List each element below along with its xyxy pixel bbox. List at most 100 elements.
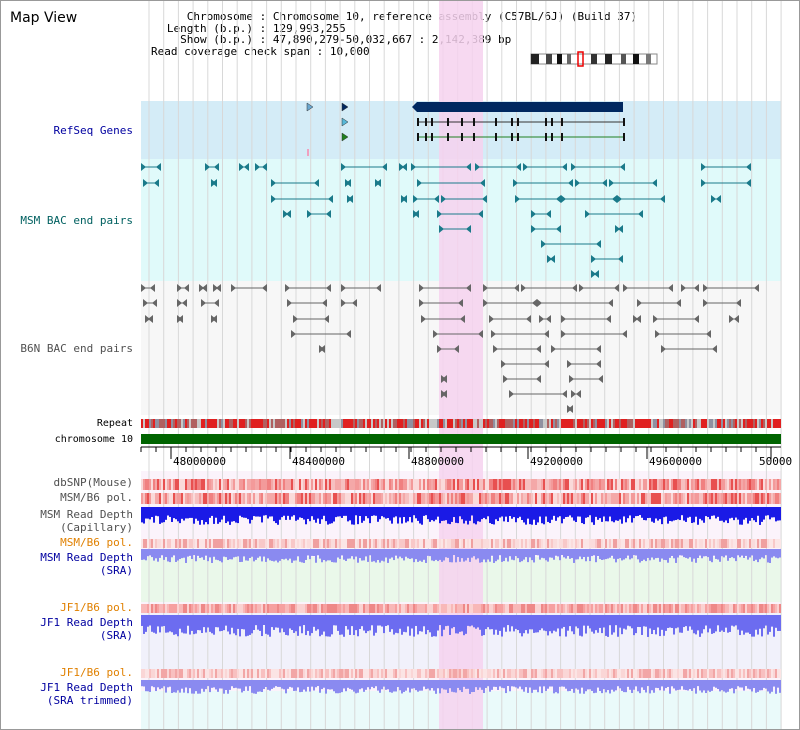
- b6n-bac-pair-end: [285, 284, 290, 292]
- jf1-trimmed-depth-bar: [319, 680, 321, 693]
- jf1-trim-polymorphism-density: [353, 669, 355, 678]
- jf1-polymorphism-density: [521, 604, 523, 613]
- track-label-jf1-depth-sra[interactable]: JF1 Read Depth (SRA): [40, 616, 133, 642]
- msm-polymorphism-density: [229, 493, 231, 504]
- track-label-refseq[interactable]: RefSeq Genes: [53, 124, 133, 137]
- track-label-jf1-pol-1[interactable]: JF1/B6 pol.: [60, 601, 133, 614]
- jf1-sra-depth-bar: [689, 615, 691, 627]
- msm-polymorphism-density: [521, 493, 523, 504]
- msm-bac-pair-end: [594, 270, 599, 278]
- jf1-trimmed-depth-bar: [199, 680, 201, 694]
- b6n-bac-pair-end: [562, 390, 567, 398]
- jf1-sra-depth-bar: [603, 615, 605, 628]
- msm-sra-polymorphism-density: [273, 539, 275, 548]
- repeat-element: [561, 419, 563, 428]
- msm-polymorphism-density: [323, 493, 325, 504]
- msm-capillary-depth-bar: [285, 507, 287, 520]
- msm-polymorphism-density: [351, 493, 353, 504]
- b6n-bac-pair-end: [606, 315, 611, 323]
- jf1-polymorphism-density: [367, 604, 369, 613]
- jf1-trim-polymorphism-density: [463, 669, 465, 678]
- jf1-trimmed-depth-bar: [737, 680, 739, 687]
- jf1-polymorphism-density: [701, 604, 703, 613]
- jf1-sra-depth-bar: [177, 615, 179, 637]
- msm-sra-polymorphism-density: [215, 539, 217, 548]
- dbsnp-density: [471, 479, 473, 490]
- dbsnp-density: [365, 479, 367, 490]
- jf1-sra-depth-bar: [327, 615, 329, 637]
- jf1-polymorphism-density: [775, 604, 777, 613]
- msm-polymorphism-density: [411, 493, 413, 504]
- dbsnp-density: [571, 479, 573, 490]
- msm-sra-polymorphism-density: [333, 539, 335, 548]
- track-label-jf1-pol-2[interactable]: JF1/B6 pol.: [60, 666, 133, 679]
- msm-sra-depth-bar: [483, 549, 485, 560]
- track-label-dbsnp[interactable]: dbSNP(Mouse): [53, 476, 133, 489]
- jf1-sra-depth-bar: [745, 615, 747, 633]
- msm-capillary-depth-bar: [659, 507, 661, 520]
- repeat-element: [257, 419, 259, 428]
- b6n-bac-pair-end: [569, 375, 574, 383]
- msm-polymorphism-density: [215, 493, 217, 504]
- msm-bac-pair-end: [556, 225, 561, 233]
- msm-sra-polymorphism-density: [741, 539, 743, 548]
- msm-capillary-depth-bar: [667, 507, 669, 524]
- msm-sra-depth-bar: [171, 549, 173, 558]
- track-label-b6n-bac[interactable]: B6N BAC end pairs: [20, 342, 133, 355]
- jf1-trim-polymorphism-density: [213, 669, 215, 678]
- jf1-trim-polymorphism-density: [345, 669, 347, 678]
- msm-bac-pair-end: [262, 163, 267, 171]
- jf1-trim-polymorphism-density: [227, 669, 229, 678]
- dbsnp-density: [731, 479, 733, 490]
- msm-sra-polymorphism-density: [589, 539, 591, 548]
- jf1-trim-polymorphism-density: [613, 669, 615, 678]
- msm-sra-polymorphism-density: [167, 539, 169, 548]
- msm-sra-polymorphism-density: [171, 539, 173, 548]
- repeat-element: [149, 419, 151, 428]
- msm-capillary-depth-bar: [209, 507, 211, 518]
- dbsnp-density: [497, 479, 499, 490]
- jf1-trimmed-depth-bar: [253, 680, 255, 694]
- track-label-msm-bac[interactable]: MSM BAC end pairs: [20, 214, 133, 227]
- track-label-msm-depth-sra[interactable]: MSM Read Depth (SRA): [40, 551, 133, 577]
- repeat-element: [439, 419, 441, 428]
- dbsnp-density: [467, 479, 469, 490]
- jf1-sra-depth-bar: [461, 615, 463, 632]
- jf1-sra-depth-bar: [245, 615, 247, 637]
- jf1-sra-depth-bar: [453, 615, 455, 628]
- msm-polymorphism-density: [655, 493, 657, 504]
- dbsnp-density: [343, 479, 345, 490]
- jf1-sra-depth-bar: [299, 615, 301, 627]
- jf1-trim-polymorphism-density: [601, 669, 603, 678]
- msm-sra-polymorphism-density: [587, 539, 589, 548]
- jf1-trim-polymorphism-density: [691, 669, 693, 678]
- msm-capillary-depth-bar: [191, 507, 193, 518]
- jf1-trim-polymorphism-density: [509, 669, 511, 678]
- msm-capillary-depth-bar: [201, 507, 203, 521]
- jf1-trimmed-depth-bar: [509, 680, 511, 692]
- jf1-polymorphism-density: [535, 604, 537, 613]
- dbsnp-density: [203, 479, 205, 490]
- repeat-element: [173, 419, 175, 428]
- msm-sra-polymorphism-density: [363, 539, 365, 548]
- track-label-jf1-depth-trimmed[interactable]: JF1 Read Depth (SRA trimmed): [40, 681, 133, 707]
- track-label-msm-pol-2[interactable]: MSM/B6 pol.: [60, 536, 133, 549]
- jf1-sra-depth-bar: [661, 615, 663, 630]
- repeat-element: [675, 419, 677, 428]
- dbsnp-density: [487, 479, 489, 490]
- msm-sra-depth-bar: [707, 549, 709, 558]
- msm-capillary-depth-bar: [669, 507, 671, 521]
- jf1-sra-depth-bar: [505, 615, 507, 632]
- jf1-trim-polymorphism-density: [255, 669, 257, 678]
- jf1-trimmed-depth-bar: [219, 680, 221, 689]
- jf1-sra-depth-bar: [349, 615, 351, 635]
- repeat-element: [465, 419, 467, 428]
- msm-polymorphism-density: [735, 493, 737, 504]
- track-label-msm-pol-1[interactable]: MSM/B6 pol.: [60, 491, 133, 504]
- track-label-msm-depth-capillary[interactable]: MSM Read Depth (Capillary): [40, 508, 133, 534]
- jf1-trimmed-depth-bar: [601, 680, 603, 694]
- jf1-trimmed-depth-bar: [489, 680, 491, 692]
- msm-sra-polymorphism-density: [341, 539, 343, 548]
- jf1-sra-depth-bar: [215, 615, 217, 628]
